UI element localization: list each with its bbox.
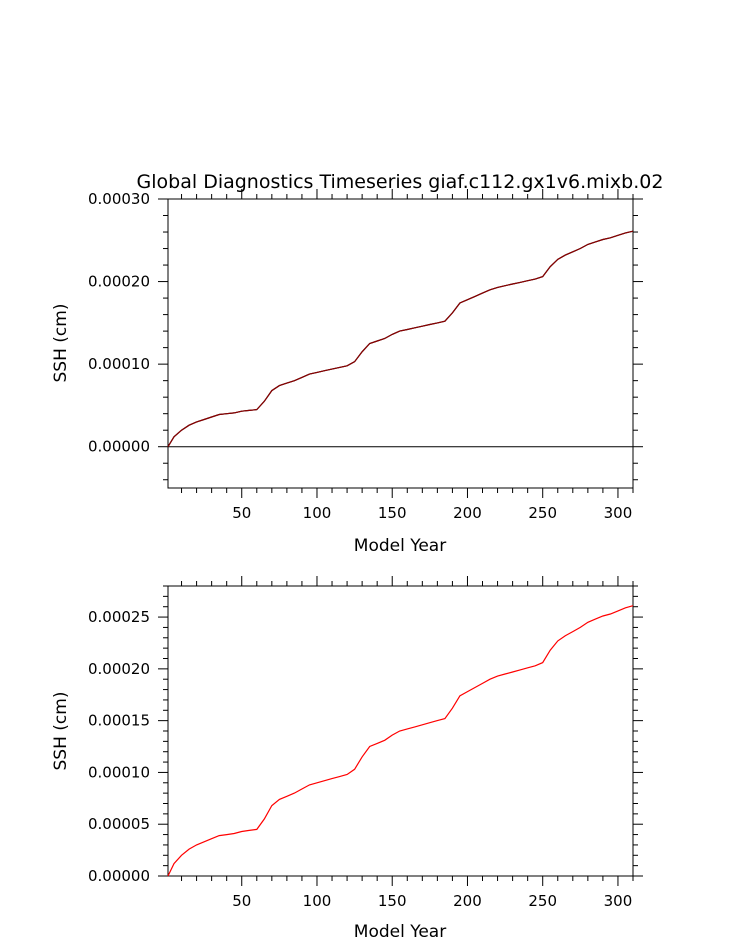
y-tick-label: 0.00020 xyxy=(88,660,150,678)
top-y-axis-label: SSH (cm) xyxy=(51,304,71,383)
y-tick-label: 0.00000 xyxy=(88,438,150,456)
y-tick-label: 0.00030 xyxy=(88,190,150,208)
x-tick-label: 250 xyxy=(528,504,557,522)
bottom-x-axis-label: Model Year xyxy=(354,922,446,942)
y-tick-label: 0.00005 xyxy=(88,815,150,833)
x-tick-label: 100 xyxy=(303,504,332,522)
series-line-0 xyxy=(167,230,634,448)
x-tick-label: 150 xyxy=(378,892,407,910)
y-tick-label: 0.00025 xyxy=(88,608,150,626)
bottom-panel: 50 100 150 200 250 300 0.00000 0.00005 0.00010 0… xyxy=(51,576,643,942)
x-tick-label: 200 xyxy=(453,892,482,910)
x-tick-label: 300 xyxy=(604,892,633,910)
top-plot-frame xyxy=(167,198,634,489)
series-line-1 xyxy=(167,230,634,448)
x-tick-label: 300 xyxy=(604,504,633,522)
x-tick-label: 100 xyxy=(303,892,332,910)
x-tick-label: 150 xyxy=(378,504,407,522)
series-line-0 xyxy=(167,605,634,877)
x-tick-label: 50 xyxy=(232,504,251,522)
top-x-axis-label: Model Year xyxy=(354,536,446,556)
top-panel: Global Diagnostics Timeseries giaf.c112.… xyxy=(51,171,663,556)
y-tick-label: 0.00015 xyxy=(88,712,150,730)
y-tick-label: 0.00010 xyxy=(88,763,150,781)
y-tick-label: 0.00000 xyxy=(88,867,150,885)
x-tick-label: 250 xyxy=(528,892,557,910)
y-tick-label: 0.00010 xyxy=(88,355,150,373)
x-tick-label: 50 xyxy=(232,892,251,910)
bottom-y-axis-label: SSH (cm) xyxy=(51,692,71,771)
y-tick-label: 0.00020 xyxy=(88,273,150,291)
chart-title: Global Diagnostics Timeseries giaf.c112.… xyxy=(137,171,664,193)
x-tick-label: 200 xyxy=(453,504,482,522)
